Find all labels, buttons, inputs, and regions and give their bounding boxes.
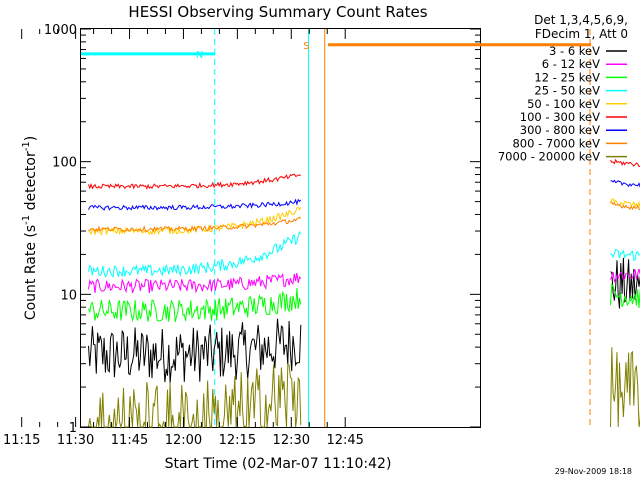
y-tick-label-4: 1000 (44, 23, 77, 38)
series-lines (88, 158, 640, 429)
series-800-7000-kev-before-gap (88, 216, 302, 233)
y-axis-label-part-1: Count Rate (s (23, 225, 39, 320)
legend: Det 1,3,4,5,6,9, FDecim 1, Att 0 3 - 6 k… (498, 13, 628, 164)
series-6-12-kev-after-gap (610, 268, 640, 284)
y-axis-ticks: 1 10 100 1000 (44, 23, 480, 436)
y-tick-label-3: 100 (52, 156, 77, 171)
legend-label-6-12-kev: 6 - 12 keV (542, 57, 600, 71)
legend-header-line-2: FDecim 1, Att 0 (535, 27, 628, 41)
y-tick-label-2: 10 (60, 288, 77, 303)
legend-label-50-100-kev: 50 - 100 keV (527, 97, 600, 111)
x-axis-ticks: 11:15 11:30 11:45 12:00 12:15 12:30 12:45 (3, 29, 364, 448)
legend-label-12-25-kev: 12 - 25 keV (534, 70, 600, 84)
legend-header-line-1: Det 1,3,4,5,6,9, (534, 13, 628, 27)
y-axis-label: Count Rate (s-1 detector-1) (21, 136, 39, 320)
legend-label-100-300-kev: 100 - 300 keV (520, 110, 600, 124)
series-100-300-kev-before-gap (88, 173, 301, 190)
series-25-50-kev-before-gap (88, 230, 302, 278)
y-axis-label-sup-1: -1 (21, 215, 32, 225)
series-3-6-kev-before-gap (88, 318, 302, 384)
y-axis-label-part-2: detector (23, 151, 39, 215)
series-12-25-kev-before-gap (88, 287, 302, 323)
x-tick-label-1: 11:15 (3, 433, 40, 448)
legend-label-3-6-kev: 3 - 6 keV (549, 44, 600, 58)
footer-date: 29-Nov-2009 18:18 (555, 467, 632, 476)
series-6-12-kev-before-gap (88, 272, 302, 294)
series-7000-20000-kev-after-gap (610, 347, 640, 428)
legend-label-300-800-kev: 300 - 800 keV (520, 123, 600, 137)
x-tick-label-5: 12:15 (219, 433, 256, 448)
plot-frame (80, 28, 481, 428)
flag-s-label: S (303, 41, 309, 52)
legend-label-800-7000-kev: 800 - 7000 keV (512, 136, 600, 150)
x-tick-label-7: 12:45 (326, 433, 363, 448)
legend-label-25-50-kev: 25 - 50 keV (534, 84, 600, 98)
flag-bars: NS (81, 41, 592, 61)
x-tick-label-4: 12:00 (165, 433, 202, 448)
series-50-100-kev-before-gap (88, 206, 302, 236)
y-tick-label-1: 1 (69, 421, 77, 436)
flag-n-label: N (196, 50, 203, 61)
series-7000-20000-kev-before-gap (88, 363, 302, 429)
chart-title: HESSI Observing Summary Count Rates (128, 3, 427, 21)
x-tick-label-2: 11:30 (57, 433, 94, 448)
x-axis-label: Start Time (02-Mar-07 11:10:42) (165, 456, 392, 472)
legend-label-7000-20000-kev: 7000 - 20000 keV (498, 150, 600, 164)
x-tick-label-3: 11:45 (111, 433, 148, 448)
vertical-marker-lines (214, 29, 591, 427)
series-300-800-kev-before-gap (88, 198, 302, 211)
y-axis-label-part-3: ) (23, 136, 39, 141)
y-axis-label-sup-2: -1 (21, 141, 32, 151)
x-tick-label-6: 12:30 (273, 433, 310, 448)
